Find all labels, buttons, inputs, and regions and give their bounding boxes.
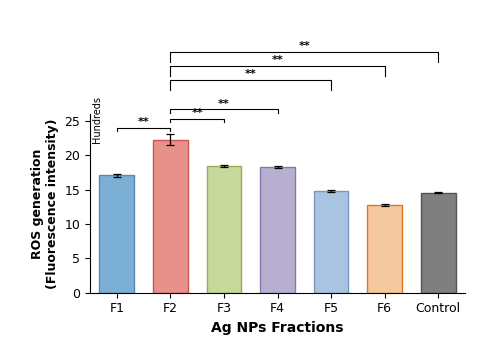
- Text: **: **: [298, 41, 310, 51]
- Bar: [206, 166, 242, 293]
- Text: **: **: [138, 117, 149, 127]
- Bar: [367, 205, 402, 293]
- Text: **: **: [218, 99, 230, 109]
- X-axis label: Ag NPs Fractions: Ag NPs Fractions: [211, 321, 344, 335]
- Y-axis label: ROS generation
(Fluorescence intensity): ROS generation (Fluorescence intensity): [31, 118, 59, 289]
- Text: **: **: [245, 69, 256, 80]
- Text: **: **: [192, 109, 203, 119]
- Text: Hundreds: Hundreds: [92, 96, 102, 143]
- Bar: [314, 191, 348, 293]
- Text: **: **: [272, 55, 283, 65]
- Bar: [260, 167, 295, 293]
- Bar: [100, 175, 134, 293]
- Bar: [421, 192, 456, 293]
- Bar: [153, 140, 188, 293]
